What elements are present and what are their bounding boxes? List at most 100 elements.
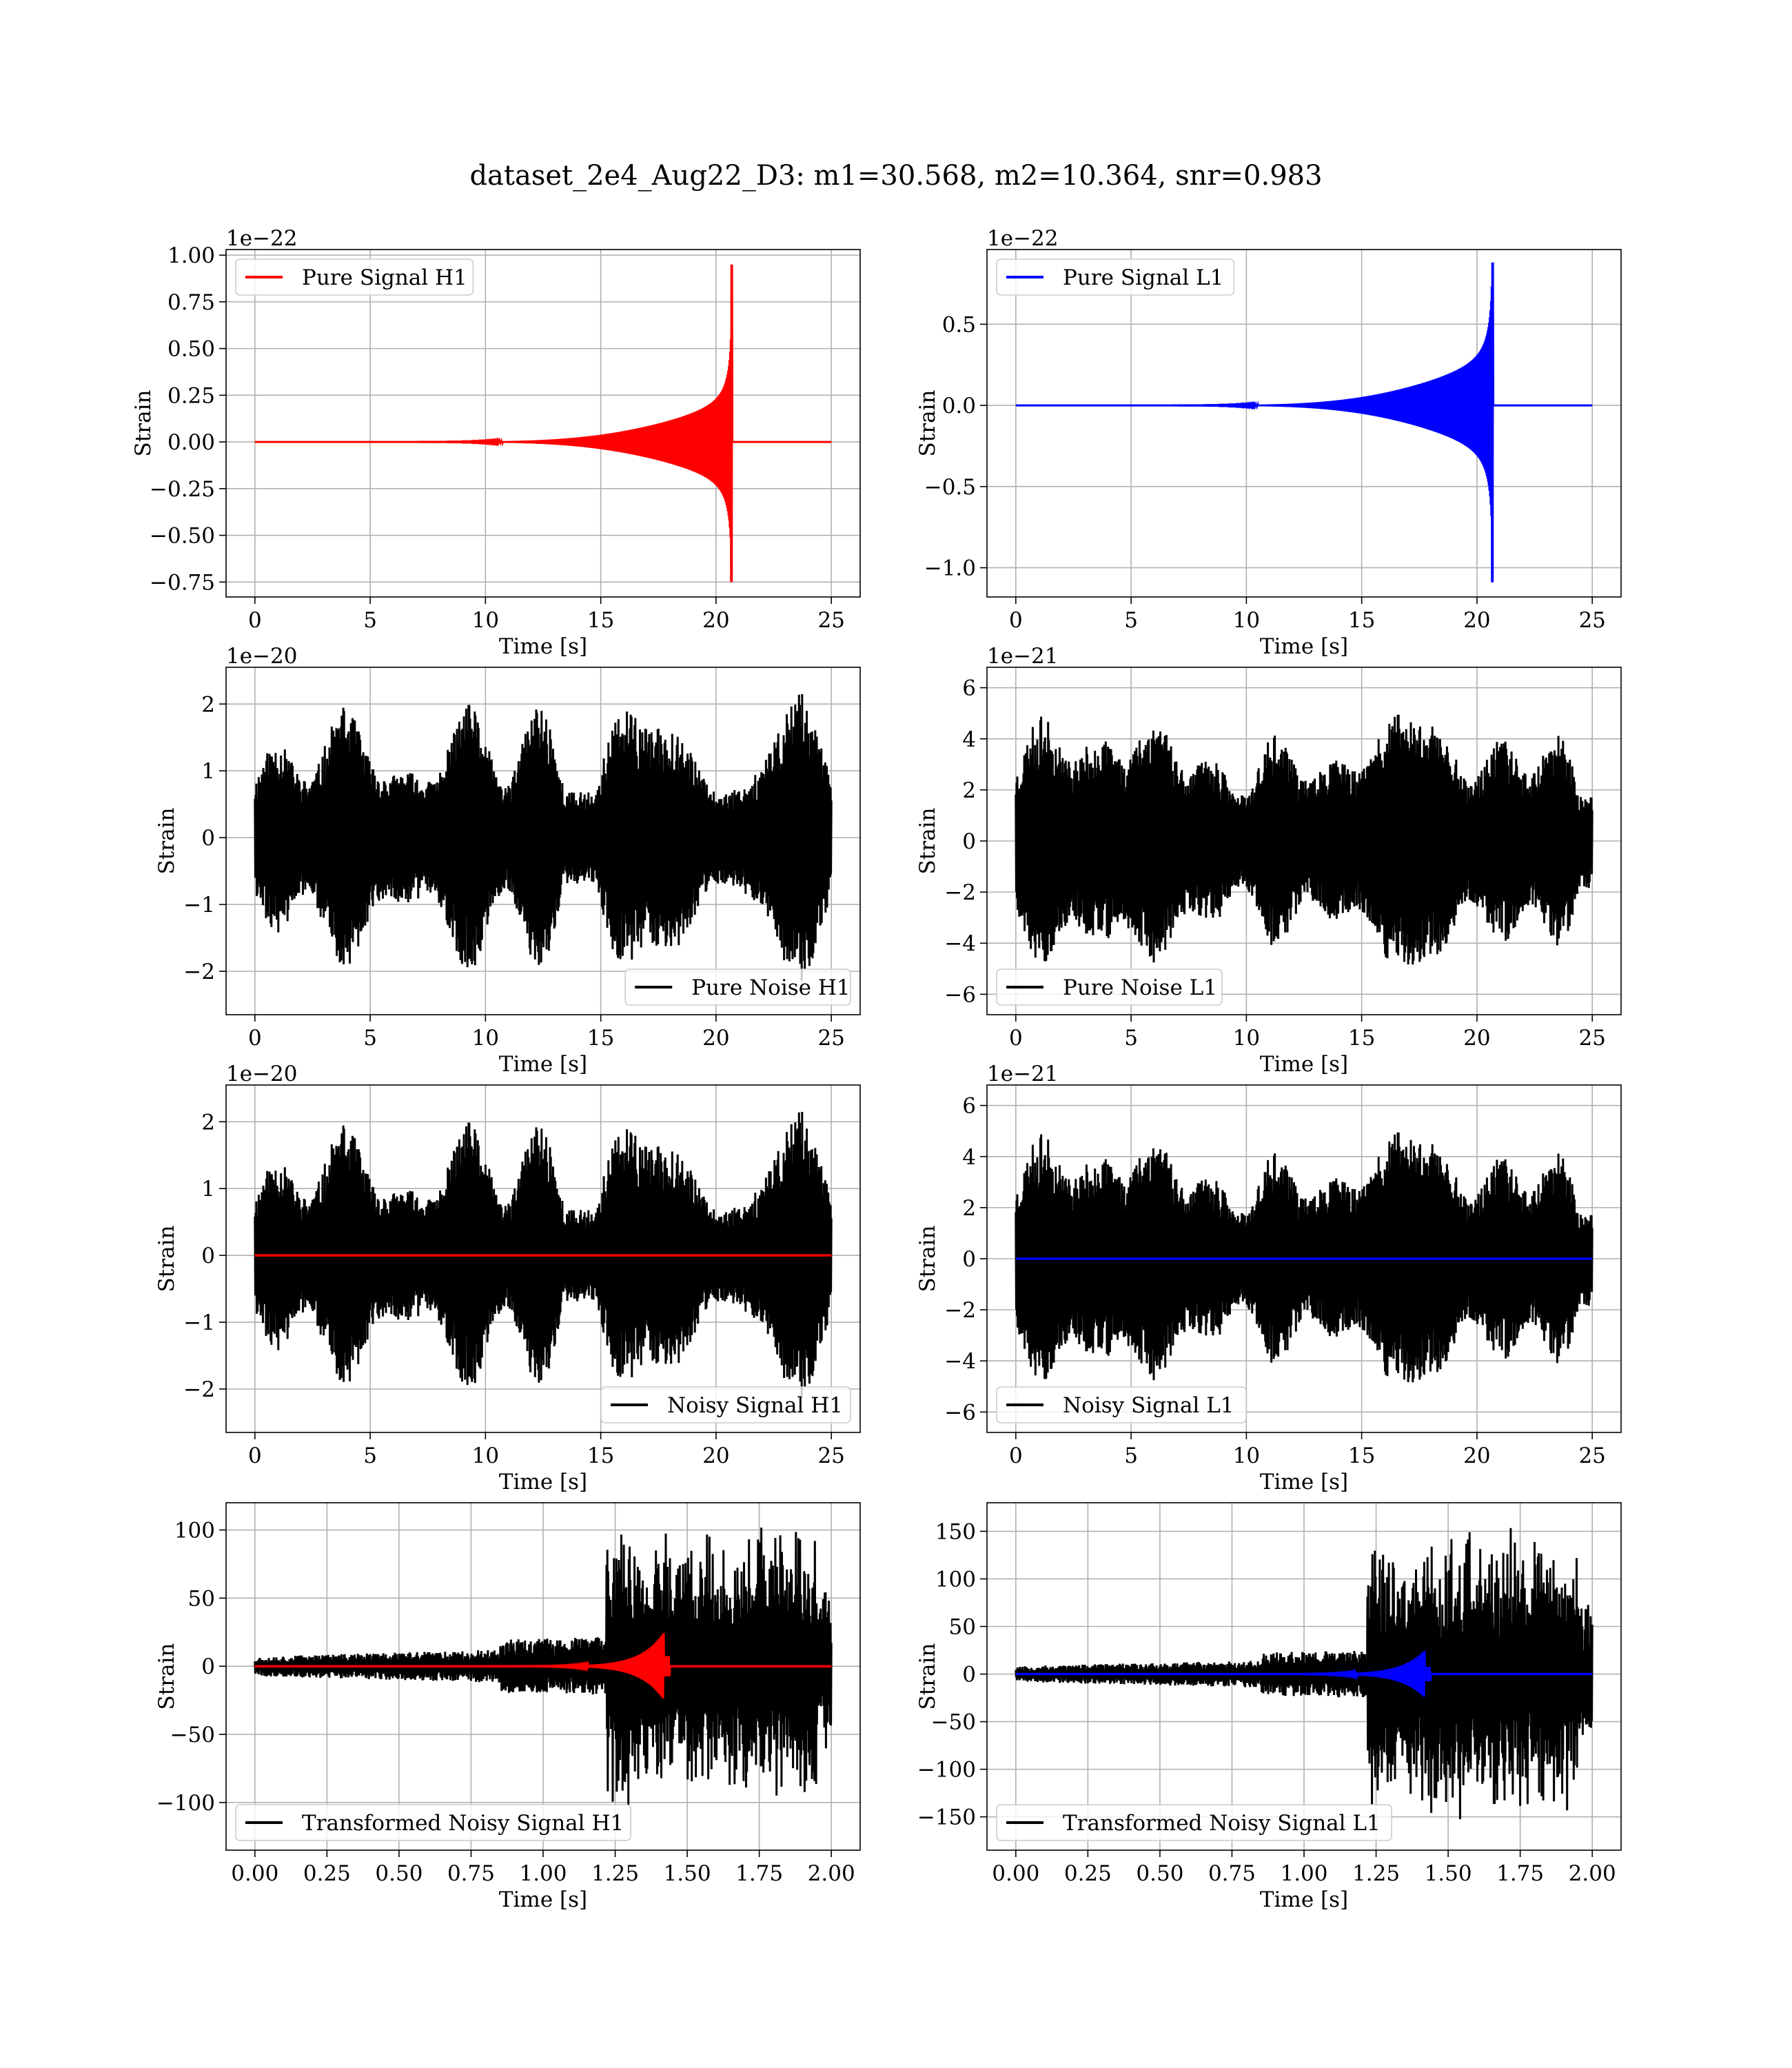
y-tick-label: −50 <box>931 1710 976 1735</box>
y-tick-label: −4 <box>944 931 976 956</box>
y-tick-label: 0 <box>962 1663 976 1687</box>
x-tick-label: 1.25 <box>591 1861 639 1886</box>
legend: Transformed Noisy Signal H1 <box>235 1804 632 1841</box>
y-tick-label: 0.75 <box>167 290 215 315</box>
axis-offset-text: 1e−20 <box>226 1062 298 1086</box>
x-tick-label: 20 <box>1463 1443 1490 1468</box>
x-tick-label: 0 <box>1009 1026 1023 1051</box>
legend: Pure Signal L1 <box>996 258 1235 296</box>
series-line-noisy-signal-h1 <box>254 1111 833 1399</box>
x-tick-label: 5 <box>363 608 377 633</box>
series-group <box>254 1527 833 1805</box>
y-tick-label: −1.0 <box>924 556 976 581</box>
y-tick-label: −4 <box>944 1349 976 1374</box>
legend: Noisy Signal L1 <box>996 1386 1247 1423</box>
x-tick-label: 15 <box>1348 1443 1375 1468</box>
chart-transformed-noisy-signal-h1: 0.00 0.25 0.50 0.75 1.00 1.25 1.50 1.75 2.00 −100… <box>154 1502 861 1912</box>
x-axis-label: Time [s] <box>1260 1470 1348 1494</box>
y-tick-label: 0.25 <box>167 383 215 408</box>
y-tick-label: −150 <box>917 1805 976 1830</box>
x-tick-label: 0.00 <box>992 1861 1039 1886</box>
legend-box <box>996 1804 1393 1841</box>
y-tick-label: 0 <box>962 829 976 854</box>
series-line-pure-noise-l1 <box>1015 714 1594 965</box>
x-tick-label: 25 <box>1578 608 1605 633</box>
y-tick-label: 1.00 <box>167 243 215 268</box>
x-tick-label: 1.25 <box>1352 1861 1400 1886</box>
x-tick-label: 0.25 <box>303 1861 351 1886</box>
x-tick-label: 15 <box>587 608 614 633</box>
x-tick-label: 5 <box>363 1443 377 1468</box>
legend-label: Transformed Noisy Signal H1 <box>302 1811 624 1836</box>
legend-box <box>624 969 851 1006</box>
x-tick-label: 0 <box>248 1443 262 1468</box>
x-tick-label: 15 <box>587 1026 614 1051</box>
axis-offset-text: 1e−21 <box>987 644 1059 669</box>
x-axis-label: Time [s] <box>1260 1052 1348 1077</box>
x-tick-label: 20 <box>702 1443 729 1468</box>
series-line-transformed-noisy-signal-h1 <box>254 1527 833 1805</box>
x-tick-label: 0 <box>1009 1443 1023 1468</box>
y-tick-label: 0 <box>201 826 215 851</box>
y-tick-label: 50 <box>949 1615 976 1640</box>
legend: Pure Noise L1 <box>996 969 1223 1006</box>
x-tick-label: 5 <box>1124 1443 1138 1468</box>
x-tick-label: 1.75 <box>1496 1861 1544 1886</box>
x-tick-label: 5 <box>1124 1026 1138 1051</box>
x-tick-label: 0.50 <box>375 1861 422 1886</box>
figure-suptitle: dataset_2e4_Aug22_D3: m1=30.568, m2=10.3… <box>469 160 1322 192</box>
x-tick-label: 10 <box>1233 608 1260 633</box>
y-tick-label: 100 <box>174 1519 215 1543</box>
x-tick-label: 10 <box>1233 1026 1260 1051</box>
x-tick-label: 5 <box>363 1026 377 1051</box>
x-tick-label: 1.00 <box>1280 1861 1327 1886</box>
y-tick-label: 0 <box>201 1244 215 1268</box>
x-tick-label: 10 <box>1233 1443 1260 1468</box>
plot-area <box>226 250 860 597</box>
axis-offset-text: 1e−20 <box>226 644 298 669</box>
series-group <box>1015 262 1593 582</box>
x-tick-label: 2.00 <box>808 1861 855 1886</box>
axis-offset-text: 1e−21 <box>987 1062 1059 1086</box>
x-axis-label: Time [s] <box>1260 1887 1348 1912</box>
axes-frame <box>225 249 861 598</box>
grid <box>226 250 860 597</box>
y-tick-label: 0.50 <box>167 337 215 362</box>
x-tick-label: 15 <box>1348 1026 1375 1051</box>
chart-pure-noise-h1: 0 5 10 15 20 25 −2 −1 0 1 2 1e−20 Time [s] Strain Pure… <box>154 644 861 1077</box>
series-group <box>1015 1132 1594 1383</box>
x-tick-label: 25 <box>817 1026 844 1051</box>
chart-noisy-signal-l1: 0 5 10 15 20 25 −6 −4 −2 0 2 4 6 1e−21 Time [s] Strain N… <box>915 1062 1622 1494</box>
y-tick-label: −2 <box>944 880 976 905</box>
chart-noisy-signal-h1: 0 5 10 15 20 25 −2 −1 0 1 2 1e−20 Time [s] Strain Nois… <box>154 1062 861 1494</box>
x-tick-label: 0.50 <box>1136 1861 1183 1886</box>
x-tick-label: 20 <box>702 608 729 633</box>
series-group <box>254 693 833 981</box>
y-tick-label: 100 <box>935 1567 976 1592</box>
chart-pure-signal-l1: 0 5 10 15 20 25 −1.0 −0.5 0.0 0.5 1e−22 Time [s] Str… <box>915 226 1622 659</box>
series-group <box>1015 1528 1594 1820</box>
x-tick-label: 15 <box>587 1443 614 1468</box>
x-tick-label: 25 <box>817 608 844 633</box>
y-tick-label: 0 <box>962 1247 976 1272</box>
y-tick-label: −0.50 <box>150 524 215 549</box>
legend-label: Pure Noise H1 <box>691 975 850 1000</box>
x-axis-label: Time [s] <box>499 634 587 659</box>
legend-box <box>235 258 474 296</box>
y-axis-label: Strain <box>915 1643 940 1710</box>
y-axis-label: Strain <box>915 390 940 457</box>
legend-box <box>996 969 1223 1006</box>
legend-box <box>996 258 1235 296</box>
y-tick-label: −0.25 <box>150 477 215 502</box>
axis-offset-text: 1e−22 <box>987 226 1059 251</box>
series-line-signal-overlay <box>254 1633 832 1699</box>
x-tick-label: 20 <box>1463 608 1490 633</box>
x-axis-label: Time [s] <box>499 1052 587 1077</box>
x-tick-label: 25 <box>1578 1443 1605 1468</box>
y-axis-label: Strain <box>154 1226 179 1292</box>
x-axis-label: Time [s] <box>1260 634 1348 659</box>
y-tick-label: 150 <box>935 1519 976 1544</box>
y-axis-label: Strain <box>154 808 179 875</box>
legend-box <box>235 1804 632 1841</box>
